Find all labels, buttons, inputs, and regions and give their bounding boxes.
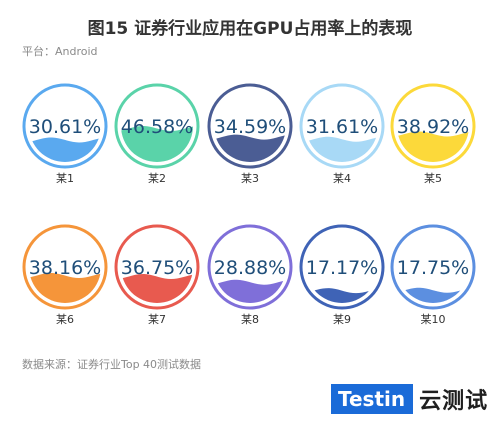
gauge-value-label: 17.17%	[306, 257, 378, 279]
gauge-category-label: 某10	[421, 313, 446, 326]
gauge-1: 30.61% 某1	[22, 83, 108, 185]
gauge-value-label: 38.16%	[29, 257, 101, 279]
gauge-10: 17.75% 某10	[390, 224, 476, 326]
gauge-category-label: 某9	[333, 313, 351, 326]
gauge-ring	[390, 224, 476, 310]
logo-brand: Testin	[331, 384, 414, 414]
gauge-9: 17.17% 某9	[299, 224, 385, 326]
gauge-value-label: 17.75%	[397, 257, 469, 279]
logo-chinese-text: 云测试	[419, 389, 489, 414]
gauge-2: 46.58% 某2	[114, 83, 200, 185]
chart-title: 图15 证券行业应用在GPU占用率上的表现	[87, 19, 413, 39]
gauge-4: 31.61% 某4	[299, 83, 385, 185]
gauge-category-label: 某8	[241, 313, 259, 326]
source-note: 数据来源：证券行业Top 40测试数据	[22, 358, 202, 371]
gauge-category-label: 某4	[333, 172, 351, 185]
gauge-6: 38.16% 某6	[22, 224, 108, 326]
gauge-3: 34.59% 某3	[207, 83, 293, 185]
gauge-value-label: 30.61%	[29, 116, 101, 138]
gauge-category-label: 某6	[56, 313, 74, 326]
gauge-category-label: 某1	[56, 172, 74, 185]
platform-label: 平台：Android	[22, 45, 98, 58]
gauge-category-label: 某2	[148, 172, 166, 185]
gauge-ring	[299, 224, 385, 310]
gauge-value-label: 31.61%	[306, 116, 378, 138]
gauge-category-label: 某3	[241, 172, 259, 185]
gauge-value-label: 36.75%	[121, 257, 193, 279]
gauge-category-label: 某7	[148, 313, 166, 326]
gauge-value-label: 38.92%	[397, 116, 469, 138]
gauge-category-label: 某5	[424, 172, 442, 185]
gauge-value-label: 46.58%	[121, 116, 193, 138]
gauge-7: 36.75% 某7	[114, 224, 200, 326]
testin-logo: Testin 云测试	[331, 384, 488, 414]
gauge-8: 28.88% 某8	[207, 224, 293, 326]
gauge-5: 38.92% 某5	[390, 83, 476, 185]
gauge-value-label: 34.59%	[214, 116, 286, 138]
gauge-value-label: 28.88%	[214, 257, 286, 279]
